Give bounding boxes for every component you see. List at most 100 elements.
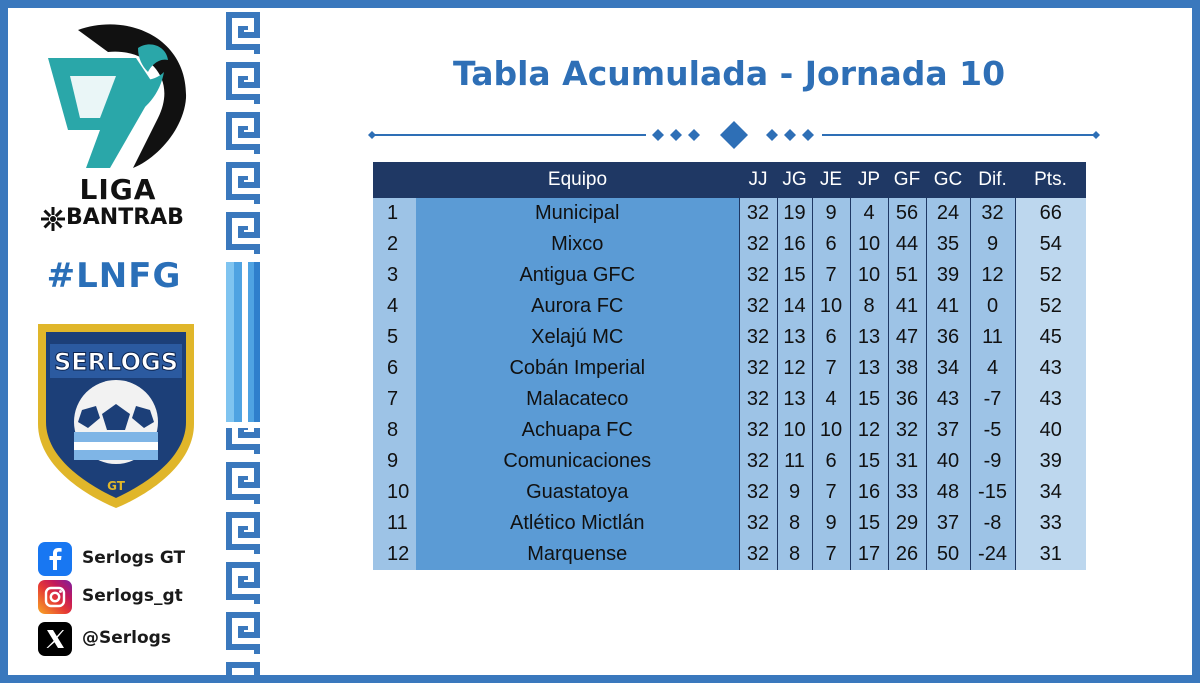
cell-pts: 33	[1014, 508, 1086, 539]
cell-pts: 45	[1014, 322, 1086, 353]
cell-jp: 17	[849, 539, 888, 570]
cell-pts: 66	[1014, 198, 1086, 229]
table-row: 3 Antigua GFC 32 15 7 10 51 39 12 52	[373, 260, 1086, 291]
facebook-link[interactable]: Serlogs GT	[38, 542, 218, 576]
cell-jg: 13	[776, 384, 812, 415]
cell-gc: 50	[925, 539, 970, 570]
cell-jp: 13	[849, 322, 888, 353]
cell-jg: 9	[776, 477, 812, 508]
table-row: 12 Marquense 32 8 7 17 26 50 -24 31	[373, 539, 1086, 570]
cell-gc: 48	[925, 477, 970, 508]
facebook-handle: Serlogs GT	[82, 548, 186, 568]
cell-dif: -9	[969, 446, 1015, 477]
cell-pts: 34	[1014, 477, 1086, 508]
cell-jj: 32	[738, 539, 777, 570]
cell-team: Aurora FC	[416, 291, 739, 322]
cell-jp: 10	[849, 229, 888, 260]
cell-team: Xelajú MC	[416, 322, 739, 353]
cell-pts: 54	[1014, 229, 1086, 260]
column-header-gc: GC	[926, 162, 970, 198]
cell-gc: 43	[925, 384, 970, 415]
cell-team: Mixco	[416, 229, 739, 260]
cell-jg: 14	[776, 291, 812, 322]
cell-jg: 10	[776, 415, 812, 446]
cell-jg: 8	[776, 508, 812, 539]
cell-gf: 26	[887, 539, 926, 570]
league-name-line1: LIGA	[79, 173, 157, 206]
cell-pts: 43	[1014, 353, 1086, 384]
column-header-jg: JG	[777, 162, 812, 198]
cell-jj: 32	[738, 477, 777, 508]
cell-team: Marquense	[416, 539, 739, 570]
table-row: 4 Aurora FC 32 14 10 8 41 41 0 52	[373, 291, 1086, 322]
cell-jg: 15	[776, 260, 812, 291]
cell-jj: 32	[738, 322, 777, 353]
table-row: 10 Guastatoya 32 9 7 16 33 48 -15 34	[373, 477, 1086, 508]
instagram-link[interactable]: Serlogs_gt	[38, 580, 218, 614]
cell-jg: 13	[776, 322, 812, 353]
cell-position: 11	[373, 508, 416, 539]
cell-team: Cobán Imperial	[416, 353, 739, 384]
table-row: 1 Municipal 32 19 9 4 56 24 32 66	[373, 198, 1086, 229]
cell-jj: 32	[738, 291, 777, 322]
cell-gf: 29	[887, 508, 926, 539]
cell-position: 7	[373, 384, 416, 415]
cell-pts: 31	[1014, 539, 1086, 570]
table-row: 6 Cobán Imperial 32 12 7 13 38 34 4 43	[373, 353, 1086, 384]
cell-jj: 32	[738, 353, 777, 384]
cell-dif: 12	[969, 260, 1015, 291]
cell-pts: 43	[1014, 384, 1086, 415]
column-header-je: JE	[812, 162, 850, 198]
standings-body: 1 Municipal 32 19 9 4 56 24 32 66 2 Mixco 32 16 6 10 44 3…	[373, 198, 1086, 570]
cell-team: Antigua GFC	[416, 260, 739, 291]
cell-pts: 39	[1014, 446, 1086, 477]
cell-team: Municipal	[416, 198, 739, 229]
cell-pts: 52	[1014, 291, 1086, 322]
league-logo	[48, 24, 187, 168]
cell-dif: 32	[969, 198, 1015, 229]
cell-jp: 4	[849, 198, 888, 229]
cell-je: 9	[811, 198, 850, 229]
facebook-icon	[38, 542, 72, 576]
standings-table: Equipo JJ JG JE JP GF GC Dif. Pts. 1 Muni…	[373, 162, 1086, 570]
cell-je: 7	[811, 353, 850, 384]
table-row: 5 Xelajú MC 32 13 6 13 47 36 11 45	[373, 322, 1086, 353]
column-header-jp: JP	[850, 162, 888, 198]
cell-jg: 16	[776, 229, 812, 260]
cell-gf: 36	[887, 384, 926, 415]
cell-jp: 15	[849, 384, 888, 415]
cell-je: 9	[811, 508, 850, 539]
column-header-jj: JJ	[739, 162, 777, 198]
league-name-line2: BANTRAB	[66, 205, 184, 230]
cell-gc: 35	[925, 229, 970, 260]
cell-dif: -24	[969, 539, 1015, 570]
cell-pts: 40	[1014, 415, 1086, 446]
table-row: 2 Mixco 32 16 6 10 44 35 9 54	[373, 229, 1086, 260]
cell-team: Guastatoya	[416, 477, 739, 508]
cell-je: 6	[811, 229, 850, 260]
cell-dif: -8	[969, 508, 1015, 539]
sidebar: LIGA BANTRAB #LNFG SERLOGS	[8, 8, 220, 675]
cell-jg: 8	[776, 539, 812, 570]
cell-position: 12	[373, 539, 416, 570]
cell-gf: 38	[887, 353, 926, 384]
cell-gc: 41	[925, 291, 970, 322]
cell-jp: 15	[849, 446, 888, 477]
cell-gc: 40	[925, 446, 970, 477]
cell-team: Comunicaciones	[416, 446, 739, 477]
x-link[interactable]: @Serlogs	[38, 622, 218, 656]
cell-gf: 44	[887, 229, 926, 260]
cell-je: 7	[811, 260, 850, 291]
cell-gf: 32	[887, 415, 926, 446]
cell-gc: 24	[925, 198, 970, 229]
cell-gf: 56	[887, 198, 926, 229]
cell-position: 3	[373, 260, 416, 291]
cell-jp: 13	[849, 353, 888, 384]
svg-text:SERLOGS: SERLOGS	[54, 348, 178, 376]
cell-dif: 4	[969, 353, 1015, 384]
cell-gf: 33	[887, 477, 926, 508]
column-header-pts: Pts.	[1015, 162, 1086, 198]
cell-dif: -7	[969, 384, 1015, 415]
cell-je: 4	[811, 384, 850, 415]
table-row: 7 Malacateco 32 13 4 15 36 43 -7 43	[373, 384, 1086, 415]
